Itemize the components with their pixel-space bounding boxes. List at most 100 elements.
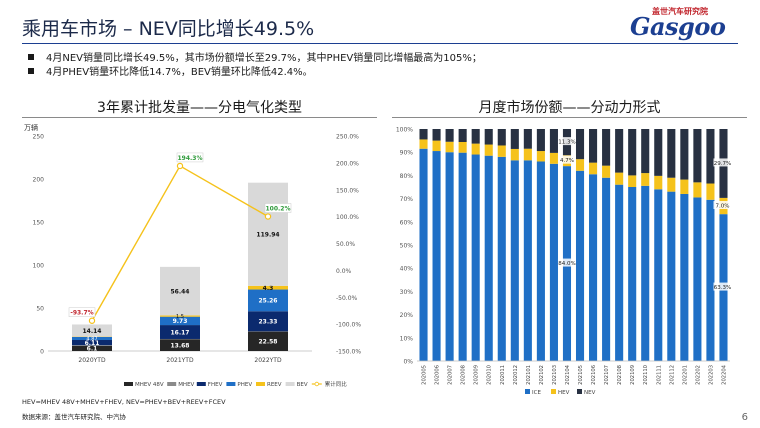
bar-data-label: 6.11 <box>85 340 100 347</box>
bar-segment <box>160 316 200 326</box>
x-tick-label: 202006 <box>435 365 441 385</box>
data-label: 7.0% <box>715 204 729 210</box>
bar-data-label: 22.58 <box>259 339 278 346</box>
data-label-box <box>557 258 576 267</box>
bar-segment <box>706 183 715 200</box>
y-tick-label: 50% <box>400 243 414 250</box>
header-divider <box>22 43 738 44</box>
x-tick-label: 202204 <box>721 364 727 385</box>
legend-swatch <box>124 382 133 386</box>
right-chart-title: 月度市场份额——分动力形式 <box>478 100 661 116</box>
footnote: HEV=MHEV 48V+MHEV+FHEV, NEV=PHEV+BEV+REE… <box>22 398 226 406</box>
x-tick-label: 202104 <box>565 364 571 385</box>
x-tick-label: 202102 <box>539 365 545 385</box>
bullet-text: 4月PHEV销量环比降低14.7%，BEV销量环比降低42.4%。 <box>46 67 313 78</box>
bar-segment <box>248 285 288 290</box>
y-tick-label: 30% <box>400 289 414 296</box>
bar-segment <box>471 154 480 361</box>
bar-data-label: 9.73 <box>173 318 188 325</box>
logo-wordmark: Gasgoo <box>630 12 726 41</box>
x-tick-label: 202110 <box>643 365 649 385</box>
legend-swatch <box>226 382 236 386</box>
x-tick-label: 202010 <box>487 365 493 385</box>
x-tick-label: 202007 <box>448 365 454 385</box>
bar-segment <box>575 159 585 171</box>
y-tick-label: 250 <box>33 134 45 141</box>
bar-segment <box>484 144 493 156</box>
bullet-text: 4月NEV销量同比增长49.5%，其市场份额增长至29.7%，其中PHEV销量同… <box>46 53 482 64</box>
x-tick-label: 202107 <box>604 365 610 385</box>
legend-label: REEV <box>267 382 282 388</box>
bar-segment <box>615 184 624 361</box>
bar-segment <box>432 129 441 141</box>
x-tick-label: 202101 <box>526 365 532 385</box>
x-tick-label: 202008 <box>461 365 467 385</box>
data-label: 29.7% <box>714 161 731 167</box>
bar-segment <box>72 324 112 337</box>
bar-segment <box>602 165 611 178</box>
logo-cn-text: 盖世汽车研究院 <box>652 7 708 16</box>
y-tick-label: 0 <box>40 349 44 356</box>
bar-segment <box>471 143 480 155</box>
left-title-underline <box>22 117 377 118</box>
yoy-point <box>264 213 272 220</box>
bar-segment <box>536 129 545 152</box>
bar-segment <box>641 185 650 361</box>
bar-data-label: 14.14 <box>83 328 102 335</box>
legend-label: PHEV <box>237 382 252 388</box>
bar-segment <box>575 170 585 361</box>
page-number: 6 <box>741 412 748 423</box>
x-tick-label: 202203 <box>708 365 714 385</box>
bar-segment <box>575 129 585 160</box>
y2-tick-label: 0.0% <box>336 268 352 275</box>
bar-segment <box>484 155 493 361</box>
yoy-label: -93.7% <box>70 310 93 317</box>
right-percent-bar-chart: 0% 10% 20% 30% 40% 50% 60% 70% 80% 90% 100% 202005 2… <box>396 127 732 396</box>
legend-swatch <box>196 382 206 386</box>
bar-segment <box>680 179 689 194</box>
y-axis-unit: 万辆 <box>24 123 38 132</box>
y2-tick-label: 50.0% <box>336 241 355 248</box>
legend-label: MHEV <box>178 382 194 388</box>
bar-segment <box>680 193 689 361</box>
legend-swatch <box>256 382 265 386</box>
y-tick-label: 40% <box>400 266 414 273</box>
bar-segment <box>667 191 676 361</box>
bar-segment <box>549 129 558 153</box>
x-tick-label: 2021YTD <box>166 357 194 364</box>
bar-segment <box>693 129 702 183</box>
x-tick-label: 202103 <box>552 365 558 385</box>
x-tick-label: 202105 <box>578 365 584 385</box>
bar-segment <box>549 163 558 361</box>
legend-label: MHEV 48V <box>135 382 164 388</box>
bar-segment <box>589 129 598 163</box>
x-tick-label: 202112 <box>669 365 675 385</box>
bar-segment <box>248 331 288 351</box>
bar-segment <box>549 152 558 164</box>
bar-data-label: 4.87 <box>86 336 97 342</box>
data-label: 63.3% <box>714 285 731 291</box>
bullet-square-icon <box>28 54 34 60</box>
x-tick-label: 202009 <box>474 365 480 385</box>
bar-segment <box>510 129 519 149</box>
y-tick-label: 10% <box>400 335 414 342</box>
bar-segment <box>248 289 288 312</box>
bar-segment <box>641 173 650 186</box>
bar-segment <box>589 174 598 361</box>
bar-segment <box>523 160 532 361</box>
legend-label: BEV <box>297 382 308 388</box>
legend-swatch <box>285 382 295 386</box>
yoy-label-box <box>176 152 204 163</box>
bar-segment <box>536 161 545 361</box>
bar-segment <box>523 148 532 161</box>
bar-segment <box>72 336 112 340</box>
y-tick-label: 80% <box>400 173 414 180</box>
bar-segment <box>615 129 624 173</box>
y-tick-label: 90% <box>400 150 414 157</box>
bar-data-label: 56.44 <box>171 288 190 295</box>
bullet-item: 4月PHEV销量环比降低14.7%，BEV销量环比降低42.4%。 <box>28 63 313 78</box>
data-label-box <box>557 155 576 164</box>
bar-segment <box>458 141 467 153</box>
bar-segment <box>667 177 676 192</box>
bar-segment <box>72 345 112 351</box>
